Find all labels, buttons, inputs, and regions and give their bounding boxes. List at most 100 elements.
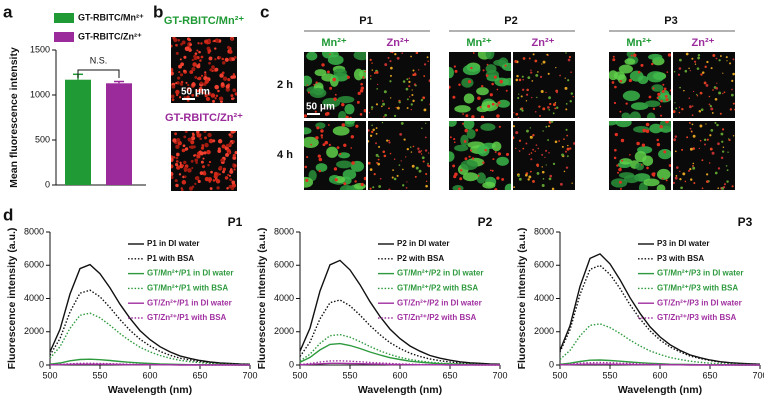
dot	[563, 170, 566, 173]
dot	[194, 182, 197, 185]
line-series	[559, 361, 760, 366]
cell	[334, 175, 346, 184]
dot	[719, 55, 722, 57]
legend-label: GT-RBITC/Mn²⁺	[78, 12, 144, 22]
dot	[659, 105, 662, 108]
dot	[619, 110, 622, 113]
cell	[476, 87, 489, 96]
dot	[410, 103, 413, 106]
dot	[346, 75, 350, 79]
dot	[225, 143, 230, 148]
dot	[519, 108, 522, 111]
dot	[329, 53, 331, 56]
legend-label: GT/Zn²⁺/P3 with BSA	[657, 313, 737, 322]
dot	[496, 88, 499, 91]
dot	[173, 37, 178, 43]
dot	[665, 121, 669, 124]
image-content	[513, 52, 574, 118]
dot	[176, 138, 181, 143]
dot	[172, 156, 176, 159]
dot	[688, 105, 692, 109]
dot	[184, 175, 187, 178]
dot	[537, 147, 540, 150]
dot	[710, 107, 714, 111]
dot	[197, 42, 200, 45]
dot	[179, 163, 182, 166]
dot	[716, 123, 719, 127]
dot	[693, 182, 696, 185]
dot	[231, 180, 236, 185]
dot	[415, 52, 419, 55]
dot	[230, 37, 234, 41]
dot	[453, 141, 456, 144]
dot	[393, 177, 397, 181]
dot	[369, 168, 373, 172]
dot	[569, 100, 572, 103]
dot	[418, 69, 420, 71]
dot	[406, 181, 408, 183]
dot	[708, 95, 711, 98]
dot	[393, 114, 397, 118]
dot	[722, 72, 724, 74]
dot	[177, 38, 181, 42]
cell	[328, 52, 339, 58]
dot	[535, 144, 538, 146]
dot	[554, 107, 557, 110]
dot	[171, 71, 174, 76]
dot	[422, 160, 425, 163]
dot	[567, 79, 570, 82]
dot	[341, 123, 346, 127]
dot	[204, 143, 209, 148]
y-tick-label: 0	[45, 179, 50, 189]
dot	[734, 108, 735, 111]
dot	[566, 134, 569, 137]
legend-label: GT/Zn²⁺/P3 in DI water	[657, 298, 742, 307]
dot	[339, 152, 342, 156]
dot	[529, 135, 533, 139]
dot	[489, 93, 493, 97]
dot	[463, 140, 467, 143]
dot	[689, 147, 693, 151]
dot	[198, 50, 201, 54]
dot	[619, 167, 622, 170]
dot	[181, 148, 186, 153]
dot	[688, 67, 690, 70]
dot	[520, 95, 523, 98]
dot	[715, 57, 718, 60]
dot	[171, 157, 174, 162]
dot	[387, 56, 390, 59]
dot	[559, 74, 561, 77]
dot	[489, 169, 492, 172]
dot	[628, 78, 632, 83]
dot	[569, 147, 572, 150]
dot	[196, 131, 200, 134]
group-label: P1	[359, 15, 372, 27]
dot	[310, 143, 313, 146]
dot	[682, 172, 686, 176]
cell	[344, 121, 356, 125]
dot	[518, 177, 522, 181]
dot	[306, 156, 309, 159]
dot	[171, 171, 174, 177]
dot	[630, 54, 633, 57]
dot	[232, 140, 236, 143]
dot	[371, 62, 373, 64]
dot	[429, 103, 430, 106]
dot	[692, 164, 694, 167]
dot	[656, 142, 661, 147]
dot	[709, 134, 712, 137]
group-label: P2	[504, 15, 517, 27]
image-background	[673, 121, 735, 190]
dot	[570, 92, 574, 95]
cell	[649, 123, 663, 134]
dot	[538, 105, 541, 108]
dot	[679, 170, 681, 172]
dot	[686, 136, 689, 139]
dot	[196, 94, 199, 98]
dot	[611, 81, 615, 84]
dot	[525, 142, 528, 145]
dot	[684, 180, 687, 183]
dot	[555, 91, 559, 94]
dot	[726, 169, 729, 172]
dot	[417, 147, 420, 150]
